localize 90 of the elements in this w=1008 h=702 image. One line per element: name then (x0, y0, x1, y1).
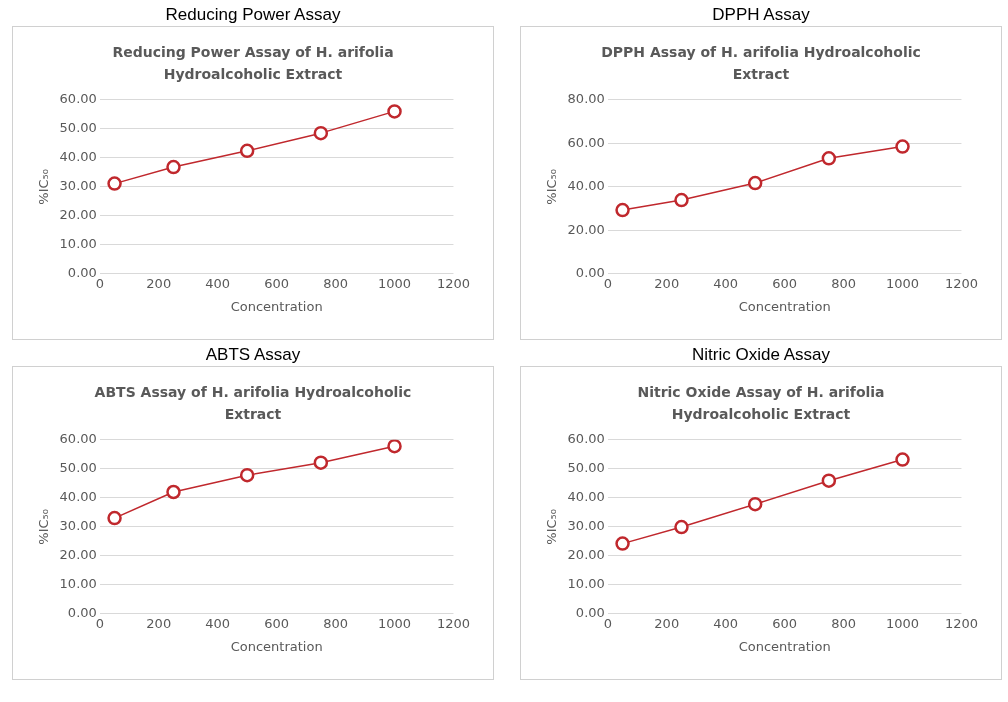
x-tick-label: 600 (772, 275, 798, 291)
y-tick-label: 50.00 (59, 120, 97, 136)
x-axis-title: Concentration (738, 638, 831, 654)
chart-title: Reducing Power Assay (164, 4, 342, 26)
y-tick-label: 0.00 (575, 265, 605, 281)
x-tick-label: 800 (831, 615, 856, 631)
y-tick-label: 0.00 (67, 605, 97, 621)
x-tick-label: 400 (205, 275, 231, 291)
x-tick-label: 1200 (436, 615, 470, 631)
x-tick-label: 800 (323, 275, 348, 291)
point (821, 473, 837, 488)
y-tick-label: 60.00 (567, 431, 605, 447)
y-axis-title: %IC₅₀ (36, 168, 52, 205)
point (615, 536, 630, 551)
x-tick-label: 600 (772, 615, 798, 631)
point (895, 139, 910, 154)
chart-title: DPPH Assay (711, 4, 811, 26)
y-tick-label: 10.00 (59, 236, 97, 252)
x-tick-label: 0 (95, 275, 104, 291)
x-tick-label: 800 (323, 615, 348, 631)
x-tick-label: 1000 (885, 275, 920, 291)
y-tick-label: 10.00 (59, 576, 97, 592)
point (387, 104, 402, 119)
x-tick-label: 0 (95, 615, 104, 631)
x-axis-title: Concentration (230, 298, 323, 314)
x-tick-label: 800 (831, 275, 856, 291)
x-tick-label: 200 (654, 275, 680, 291)
y-tick-label: 50.00 (59, 460, 97, 476)
point (313, 455, 329, 470)
point (895, 452, 910, 467)
chart-subtitle: DPPH Assay of H. arifolia Hydroalcoholic Extract (600, 43, 922, 84)
point (166, 484, 181, 500)
x-tick-label: 1000 (377, 275, 412, 291)
y-tick-label: 40.00 (59, 149, 97, 165)
point (166, 159, 181, 175)
y-tick-label: 60.00 (59, 91, 97, 107)
x-tick-label: 600 (264, 615, 290, 631)
point (387, 439, 402, 454)
chart-subtitle: Reducing Power Assay of H. arifolia Hydroalcoholic Extract (111, 43, 395, 84)
x-tick-label: 1200 (944, 275, 978, 291)
y-axis-title: %IC₅₀ (544, 508, 560, 545)
x-tick-label: 200 (146, 275, 172, 291)
point (674, 519, 689, 535)
point (747, 175, 763, 191)
point (107, 176, 122, 191)
x-tick-label: 400 (713, 615, 739, 631)
x-axis-title: Concentration (230, 638, 323, 654)
y-tick-label: 10.00 (567, 576, 605, 592)
y-tick-label: 80.00 (567, 91, 605, 107)
y-tick-label: 30.00 (567, 518, 605, 534)
point (313, 125, 329, 141)
y-tick-label: 20.00 (567, 221, 605, 237)
y-tick-label: 60.00 (59, 431, 97, 447)
y-tick-label: 0.00 (67, 265, 97, 281)
x-tick-label: 0 (603, 615, 612, 631)
x-tick-label: 200 (146, 615, 172, 631)
x-tick-label: 400 (713, 275, 739, 291)
y-tick-label: 30.00 (59, 518, 97, 534)
y-tick-label: 0.00 (575, 605, 605, 621)
point (239, 143, 255, 159)
y-tick-label: 20.00 (59, 547, 97, 563)
x-tick-label: 600 (264, 275, 290, 291)
x-tick-label: 1200 (436, 275, 470, 291)
point (747, 496, 763, 512)
x-axis-title: Concentration (738, 298, 831, 314)
y-tick-label: 40.00 (567, 178, 605, 194)
chart-title: ABTS Assay (204, 344, 302, 366)
y-tick-label: 60.00 (567, 134, 605, 150)
x-tick-label: 200 (654, 615, 680, 631)
chart-subtitle: Nitric Oxide Assay of H. arifolia Hydroalcoholic Extract (636, 383, 886, 424)
point (107, 510, 122, 526)
point (674, 192, 689, 208)
point (615, 202, 630, 218)
x-tick-label: 1000 (377, 615, 412, 631)
y-tick-label: 20.00 (59, 207, 97, 223)
y-tick-label: 40.00 (59, 489, 97, 505)
x-tick-label: 400 (205, 615, 231, 631)
y-tick-label: 30.00 (59, 178, 97, 194)
y-axis-title: %IC₅₀ (544, 168, 560, 205)
x-tick-label: 1000 (885, 615, 920, 631)
y-tick-label: 20.00 (567, 547, 605, 563)
y-tick-label: 50.00 (567, 460, 605, 476)
y-tick-label: 40.00 (567, 489, 605, 505)
chart-title: Nitric Oxide Assay (691, 344, 831, 366)
point (239, 467, 255, 483)
x-tick-label: 1200 (944, 615, 978, 631)
y-axis-title: %IC₅₀ (36, 508, 52, 545)
point (821, 151, 837, 166)
chart-subtitle: ABTS Assay of H. arifolia Hydroalcoholic Extract (93, 383, 413, 424)
x-tick-label: 0 (603, 275, 612, 291)
